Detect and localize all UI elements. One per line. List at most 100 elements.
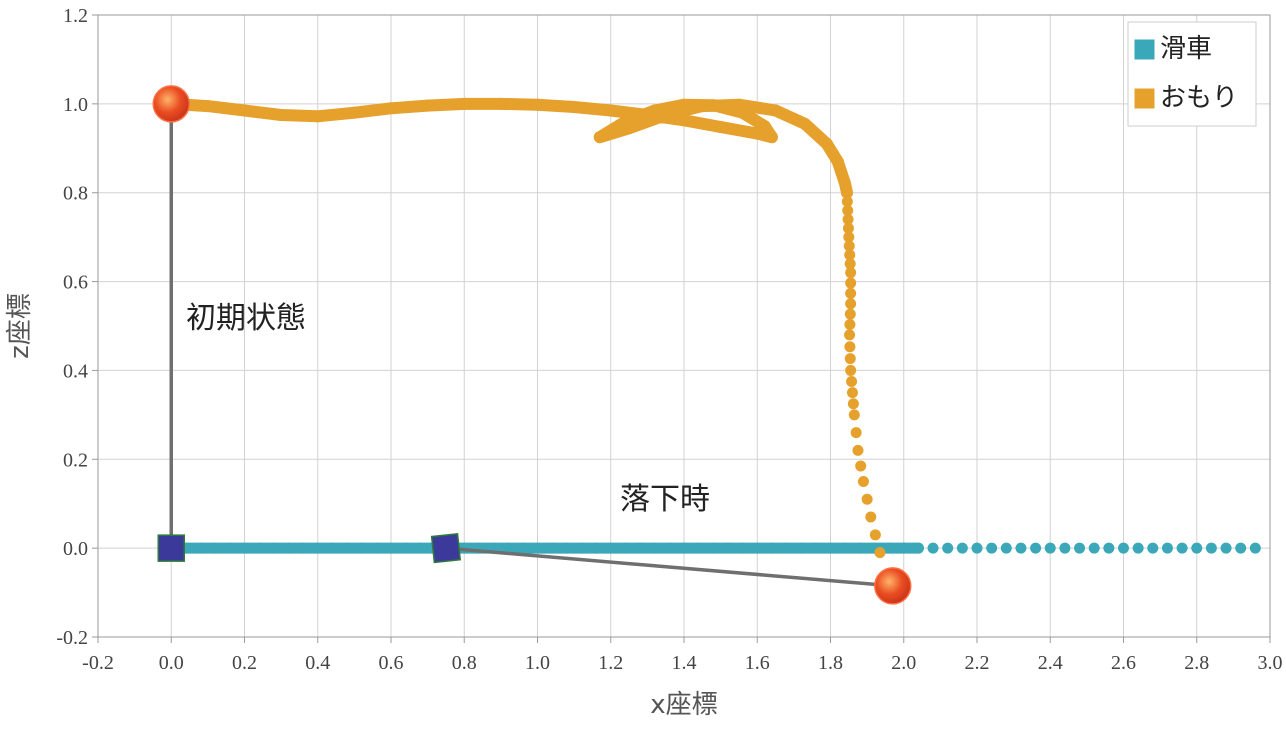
pulley-point — [678, 542, 690, 554]
weight-point — [604, 104, 617, 117]
pulley-point — [649, 542, 661, 554]
y-axis-title: z座標 — [5, 293, 35, 359]
x-axis-title: x座標 — [650, 690, 717, 720]
pulley-point — [1220, 542, 1232, 554]
y-tick-label: -0.2 — [56, 627, 88, 649]
pulley-point — [282, 542, 294, 554]
weight-point — [845, 298, 857, 310]
weight-point — [844, 319, 856, 331]
pulley-point — [898, 542, 910, 554]
weight-point — [846, 376, 858, 388]
y-tick-label: 0.8 — [63, 183, 88, 205]
x-tick-label: 2.2 — [965, 652, 990, 674]
weight-point — [798, 117, 811, 130]
pulley-point — [312, 542, 324, 554]
weight-point — [531, 98, 544, 111]
x-tick-label: 2.0 — [891, 652, 916, 674]
weight-point — [844, 258, 856, 270]
pulley-point — [341, 542, 353, 554]
weight-point — [765, 131, 778, 144]
pulley-point — [253, 542, 265, 554]
pulley-point — [1103, 542, 1115, 554]
weight-point — [678, 98, 690, 111]
weight-point — [769, 104, 782, 117]
initial-state-weight-marker — [152, 85, 190, 123]
pulley-point — [854, 542, 866, 554]
pulley-point — [766, 542, 778, 554]
pulley-point — [1030, 542, 1042, 554]
weight-point — [844, 329, 856, 341]
pulley-point — [956, 542, 968, 554]
pulley-point — [297, 542, 309, 554]
weight-point — [714, 120, 727, 133]
weight-point — [845, 287, 857, 299]
pulley-point — [575, 542, 587, 554]
weight-point — [238, 104, 251, 117]
pulley-point — [414, 542, 426, 554]
pulley-point — [385, 542, 397, 554]
weight-point — [844, 308, 856, 320]
pulley-point — [561, 542, 573, 554]
annotation-initial-state: 初期状態 — [186, 301, 306, 336]
x-tick-label: 0.4 — [305, 652, 330, 674]
weight-point — [841, 196, 853, 208]
fall-state-pulley-marker — [430, 533, 462, 564]
x-tick-label: 3.0 — [1258, 652, 1283, 674]
y-tick-label: 1.2 — [63, 5, 88, 27]
pulley-point — [590, 542, 602, 554]
pulley-point — [737, 542, 749, 554]
pulley-point — [1132, 542, 1144, 554]
pulley-point — [883, 542, 895, 554]
legend-label-pulley: 滑車 — [1160, 34, 1212, 64]
pulley-point — [722, 542, 734, 554]
fall-state-weight-marker — [874, 567, 912, 605]
pulley-point — [1176, 542, 1188, 554]
x-tick-label: 1.6 — [745, 652, 770, 674]
weight-point — [275, 108, 288, 121]
pulley-point — [912, 542, 924, 554]
weight-point — [831, 155, 844, 168]
x-tick-label: 0.0 — [159, 652, 184, 674]
x-tick-label: 0.8 — [452, 652, 477, 674]
pulley-point — [810, 542, 822, 554]
pulley-point — [1191, 542, 1203, 554]
y-tick-label: 0.6 — [63, 272, 88, 294]
pulley-point — [1088, 542, 1100, 554]
pulley-point — [1161, 542, 1173, 554]
weight-point — [568, 100, 581, 113]
x-tick-label: 2.8 — [1184, 652, 1209, 674]
pulley-point — [239, 542, 250, 554]
weight-point — [839, 177, 852, 190]
pulley-point — [326, 542, 338, 554]
pulley-point — [1059, 542, 1071, 554]
weight-point — [820, 137, 833, 150]
weight-point — [842, 204, 854, 216]
pulley-point — [707, 542, 719, 554]
pulley-point — [356, 542, 368, 554]
pulley-point — [1015, 542, 1027, 554]
weight-point — [857, 476, 869, 487]
y-tick-label: 1.0 — [63, 94, 88, 116]
x-tick-label: 2.4 — [1038, 652, 1063, 674]
weight-point — [707, 99, 720, 112]
x-tick-label: 0.6 — [379, 652, 404, 674]
x-tick-label: 1.2 — [598, 652, 623, 674]
weight-point — [846, 387, 858, 399]
weight-point — [844, 353, 856, 365]
legend-swatch-weight — [1133, 87, 1156, 110]
weight-point — [458, 97, 471, 110]
legend-swatch-pulley — [1133, 38, 1156, 61]
weight-point — [848, 409, 860, 421]
series-layer — [165, 97, 1261, 559]
weight-point — [311, 110, 324, 123]
x-tick-label: 2.6 — [1111, 652, 1136, 674]
y-tick-label: 0.4 — [63, 360, 88, 382]
weight-point — [842, 213, 854, 225]
weight-point — [843, 240, 855, 252]
weight-point — [696, 100, 709, 113]
pulley-point — [942, 542, 954, 554]
weight-point — [865, 511, 877, 523]
pulley-point — [400, 542, 412, 554]
pulley-point — [971, 542, 983, 554]
